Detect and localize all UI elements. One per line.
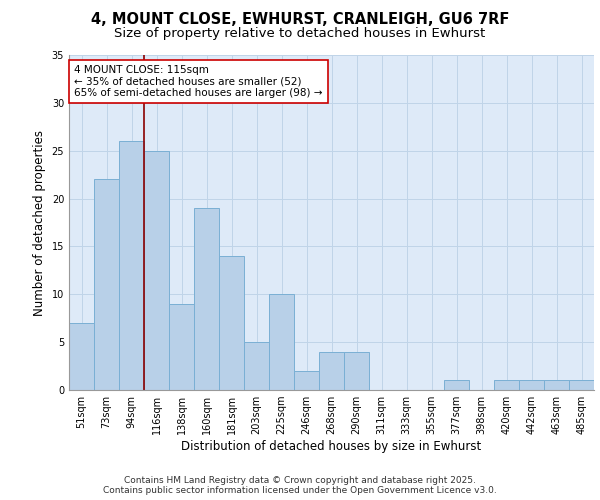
Bar [520,380,544,390]
Bar [269,294,293,390]
Bar [244,342,269,390]
Bar [445,380,469,390]
Bar [344,352,368,390]
Bar [94,180,119,390]
X-axis label: Distribution of detached houses by size in Ewhurst: Distribution of detached houses by size … [181,440,482,453]
Text: Size of property relative to detached houses in Ewhurst: Size of property relative to detached ho… [115,28,485,40]
Bar [169,304,194,390]
Text: 4 MOUNT CLOSE: 115sqm
← 35% of detached houses are smaller (52)
65% of semi-deta: 4 MOUNT CLOSE: 115sqm ← 35% of detached … [74,65,323,98]
Bar [119,141,143,390]
Bar [70,323,94,390]
Bar [295,371,319,390]
Bar [569,380,593,390]
Bar [220,256,244,390]
Bar [319,352,344,390]
Bar [145,150,169,390]
Y-axis label: Number of detached properties: Number of detached properties [33,130,46,316]
Text: 4, MOUNT CLOSE, EWHURST, CRANLEIGH, GU6 7RF: 4, MOUNT CLOSE, EWHURST, CRANLEIGH, GU6 … [91,12,509,28]
Bar [194,208,218,390]
Bar [544,380,569,390]
Text: Contains HM Land Registry data © Crown copyright and database right 2025.
Contai: Contains HM Land Registry data © Crown c… [103,476,497,495]
Bar [494,380,518,390]
